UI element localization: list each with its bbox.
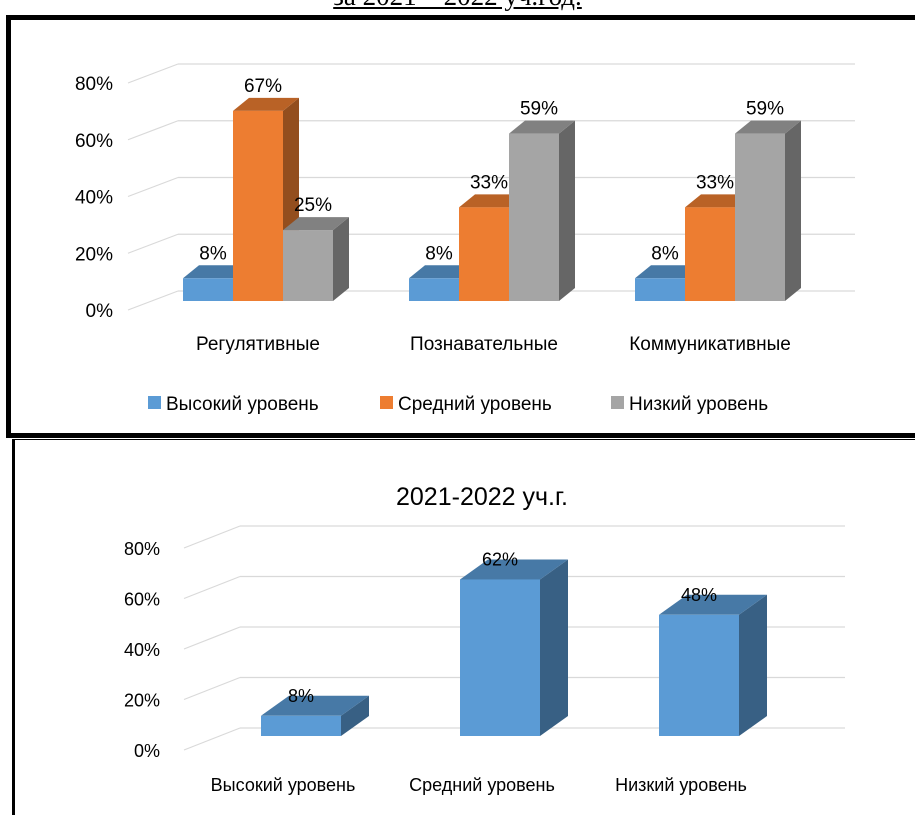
x-tick-label: Средний уровень: [409, 775, 555, 795]
legend-label: Низкий уровень: [629, 394, 768, 415]
x-tick-label: Высокий уровень: [211, 775, 356, 795]
gridline-side: [183, 525, 241, 549]
y-tick-label: 80%: [124, 539, 160, 559]
bar: [509, 120, 575, 302]
chart-levels-by-skill: 0%20%40%60%80% 8%67%25%8%33%59%8%33%59% …: [75, 63, 855, 415]
gridline-side: [127, 290, 179, 311]
chart-overall-levels: 2021-2022 уч.г. 0%20%40%60%80% 8%62%48% …: [124, 483, 845, 795]
y-tick-label: 20%: [75, 244, 113, 265]
gridline-side: [127, 233, 179, 254]
bar: [460, 559, 568, 736]
x-tick-label: Познавательные: [410, 334, 558, 355]
bar: [283, 217, 349, 301]
x-tick-label: Низкий уровень: [615, 775, 747, 795]
data-label: 8%: [425, 243, 453, 264]
y-tick-label: 20%: [124, 691, 160, 711]
legend-swatch: [380, 396, 393, 409]
legend-swatch: [148, 396, 161, 409]
data-label: 48%: [681, 585, 717, 605]
y-tick-label: 80%: [75, 74, 113, 95]
chart-title: 2021-2022 уч.г.: [396, 483, 568, 511]
bar: [261, 695, 369, 736]
y-tick-label: 60%: [75, 131, 113, 152]
gridline-side: [127, 120, 179, 141]
legend-item: Низкий уровень: [611, 394, 768, 415]
y-tick-label: 40%: [124, 640, 160, 660]
data-label: 8%: [199, 243, 227, 264]
gridline-side: [183, 575, 241, 600]
y-tick-label: 0%: [86, 301, 114, 322]
legend-label: Высокий уровень: [166, 394, 319, 415]
gridline-side: [183, 676, 241, 701]
data-label: 33%: [696, 172, 734, 193]
data-label: 59%: [746, 99, 784, 120]
legend-item: Высокий уровень: [148, 394, 319, 415]
legend-item: Средний уровень: [380, 394, 552, 415]
data-label: 8%: [651, 243, 679, 264]
chart-legend: Высокий уровень Средний уровень Низкий уро…: [148, 394, 768, 415]
bar: [735, 120, 801, 302]
gridline-side: [127, 63, 179, 84]
gridline-side: [183, 626, 241, 650]
y-tick-label: 0%: [134, 741, 160, 761]
y-tick-label: 60%: [124, 590, 160, 610]
bar: [659, 594, 767, 736]
data-label: 8%: [288, 686, 314, 706]
gridline-side: [127, 176, 179, 198]
gridline-side: [183, 727, 241, 751]
data-label: 33%: [470, 172, 508, 193]
x-tick-label: Коммуникативные: [629, 334, 791, 355]
page-heading: за 2021 – 2022 уч.год.: [0, 0, 915, 14]
legend-label: Средний уровень: [398, 394, 552, 415]
y-tick-label: 40%: [75, 188, 113, 209]
data-label: 25%: [294, 195, 332, 216]
x-tick-label: Регулятивные: [196, 334, 320, 355]
data-label: 67%: [244, 76, 282, 97]
data-label: 62%: [482, 549, 518, 569]
legend-swatch: [611, 396, 624, 409]
data-label: 59%: [520, 99, 558, 120]
